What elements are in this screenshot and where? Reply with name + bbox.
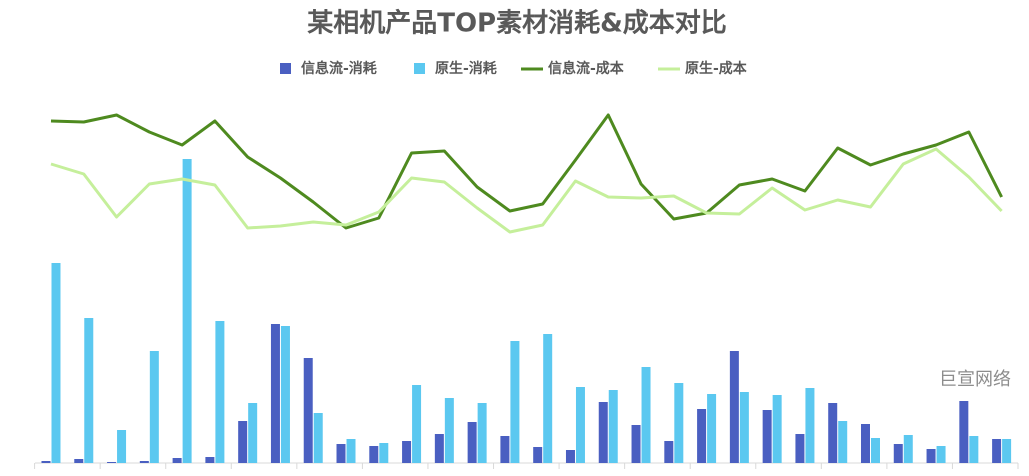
bar xyxy=(412,385,422,463)
bar xyxy=(631,425,641,463)
bar xyxy=(84,318,94,463)
chart-title: 某相机产品TOP素材消耗&成本对比 xyxy=(307,9,727,39)
bar xyxy=(936,446,946,463)
bar xyxy=(575,387,585,463)
watermark: 巨宣网络 xyxy=(939,369,1011,390)
bar xyxy=(805,388,815,463)
bar xyxy=(303,358,313,463)
bar xyxy=(729,351,739,463)
bar xyxy=(74,459,84,463)
bar xyxy=(238,421,248,463)
bar xyxy=(215,321,225,463)
bar xyxy=(313,413,323,463)
bar xyxy=(762,410,772,463)
bar xyxy=(510,341,520,463)
bar xyxy=(772,395,782,463)
bar xyxy=(182,159,192,463)
bar xyxy=(172,458,182,463)
bar xyxy=(41,461,51,463)
bar xyxy=(828,403,838,463)
line xyxy=(50,147,1003,234)
bar xyxy=(903,435,913,463)
bar xyxy=(51,263,61,463)
bar xyxy=(280,326,290,463)
bar xyxy=(369,446,379,463)
bar xyxy=(664,441,674,463)
bar xyxy=(707,394,717,463)
legend-label: 信息流-消耗 xyxy=(301,60,377,77)
bar xyxy=(1002,439,1012,463)
bar xyxy=(117,430,127,463)
bar xyxy=(838,421,848,463)
bar xyxy=(959,401,969,463)
bar xyxy=(477,403,487,463)
bar xyxy=(565,450,575,463)
bar xyxy=(444,398,454,463)
bar xyxy=(107,462,117,463)
bar xyxy=(270,324,280,463)
bar xyxy=(992,439,1002,463)
bar xyxy=(336,444,346,463)
bar xyxy=(608,390,618,463)
bar xyxy=(926,449,936,463)
bar xyxy=(248,403,258,463)
bar xyxy=(500,436,510,463)
bar xyxy=(795,434,805,463)
bar xyxy=(697,409,707,463)
bar xyxy=(434,434,444,463)
bar xyxy=(149,351,159,463)
bar xyxy=(402,441,412,463)
legend-label: 原生-消耗 xyxy=(435,60,497,77)
legend-label: 信息流-成本 xyxy=(548,60,625,77)
bar xyxy=(641,367,651,463)
bar xyxy=(346,439,356,463)
bar xyxy=(739,392,749,463)
bar xyxy=(543,334,553,463)
bar xyxy=(674,383,684,463)
bar xyxy=(379,443,389,463)
bar xyxy=(860,424,870,463)
bar xyxy=(533,447,543,463)
bar xyxy=(893,444,903,463)
bar xyxy=(969,436,979,463)
legend-swatch xyxy=(414,63,425,74)
bar xyxy=(598,402,608,463)
bar xyxy=(870,438,880,463)
line xyxy=(50,113,1003,230)
legend-label: 原生-成本 xyxy=(685,60,748,77)
bar xyxy=(205,457,215,463)
bar xyxy=(467,422,477,463)
legend-swatch xyxy=(280,63,291,74)
bar xyxy=(139,461,149,463)
